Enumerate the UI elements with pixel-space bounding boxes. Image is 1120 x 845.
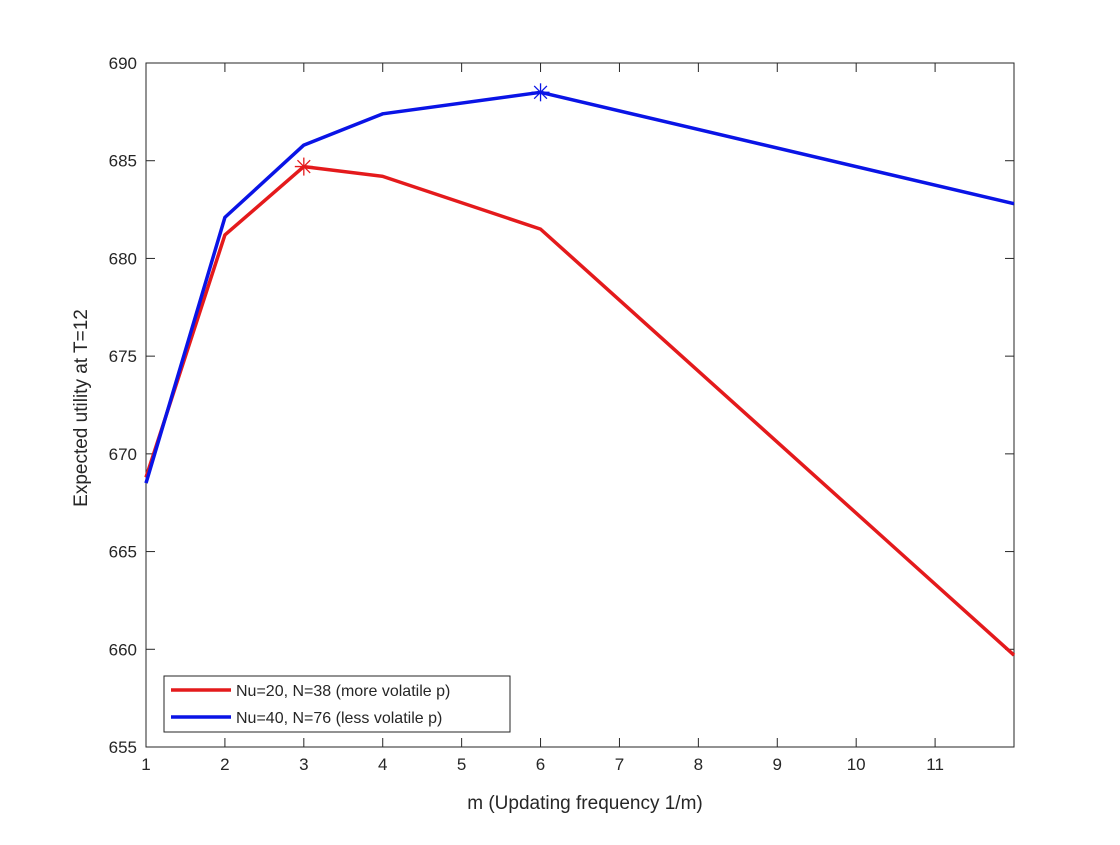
- x-tick-label: 5: [457, 755, 466, 774]
- y-tick-label: 685: [109, 152, 137, 171]
- x-tick-label: 11: [926, 755, 944, 774]
- legend-box: [163, 675, 511, 733]
- x-tick-label: 6: [536, 755, 545, 774]
- series-line-1: [144, 164, 1016, 657]
- plot-area: [145, 62, 1015, 748]
- x-tick-label: 9: [773, 755, 782, 774]
- y-tick-label: 665: [109, 543, 137, 562]
- series-layer: [144, 83, 1016, 657]
- y-tick-label: 690: [109, 54, 137, 73]
- x-tick-label: 7: [615, 755, 624, 774]
- y-tick-label: 675: [109, 347, 137, 366]
- y-axis-label: Expected utility at T=12: [71, 309, 92, 507]
- y-tick-label: 670: [109, 445, 137, 464]
- plot-frame: [145, 62, 1015, 748]
- legend-label-series-1: Nu=20, N=38 (more volatile p): [236, 683, 450, 700]
- y-axis-ticks: 655 660 665 670 675 680 685 690: [109, 54, 1014, 757]
- series-2-max-marker: [531, 83, 550, 102]
- x-tick-label: 3: [299, 755, 308, 774]
- y-tick-label: 655: [109, 738, 137, 757]
- legend: Nu=20, N=38 (more volatile p) Nu=40, N=7…: [163, 675, 511, 733]
- x-axis-label: m (Updating frequency 1/m): [467, 793, 703, 814]
- x-tick-label: 8: [694, 755, 703, 774]
- x-tick-label: 1: [141, 755, 150, 774]
- y-tick-label: 660: [109, 640, 137, 659]
- y-tick-label: 680: [109, 249, 137, 268]
- asterisk-stroke: [296, 159, 311, 174]
- series-1-max-marker: [294, 157, 313, 176]
- x-tick-label: 10: [847, 755, 866, 774]
- legend-label-series-2: Nu=40, N=76 (less volatile p): [236, 710, 442, 727]
- series-line-2: [144, 90, 1015, 484]
- asterisk-stroke: [533, 85, 548, 100]
- x-tick-label: 4: [378, 755, 387, 774]
- x-tick-label: 2: [220, 755, 229, 774]
- x-axis-ticks: 1 2 3 4 5 6 7 8 9 10 11: [141, 63, 944, 774]
